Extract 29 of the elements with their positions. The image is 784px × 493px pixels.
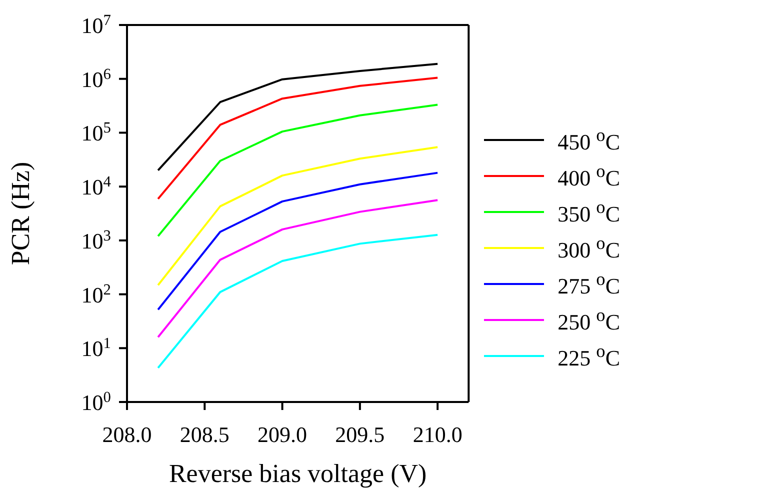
- legend-label: 400 $^{o}$C: [558, 160, 620, 192]
- y-tick-label: 10$^{2}$: [81, 280, 111, 308]
- x-tick-label: 210.0: [412, 422, 462, 447]
- y-tick-label: 10$^{4}$: [81, 173, 112, 200]
- y-tick-label: 10$^{6}$: [81, 65, 112, 92]
- y-axis-title: PCR (Hz): [6, 162, 36, 266]
- x-tick-label: 209.5: [335, 422, 385, 447]
- legend-label: 350 $^{o}$C: [558, 196, 620, 228]
- y-tick-label: 10$^{3}$: [81, 226, 112, 254]
- x-tick-label: 208.5: [180, 422, 230, 447]
- legend-label: 225 $^{o}$C: [558, 340, 620, 372]
- line-series: [157, 76, 439, 200]
- y-tick-label: 10$^{0}$: [81, 388, 112, 415]
- y-tick-label: 10$^{1}$: [81, 334, 111, 362]
- x-tick-label: 208.0: [102, 422, 152, 447]
- line-series: [157, 62, 439, 172]
- line-series: [157, 172, 439, 311]
- y-tick-label: 10$^{7}$: [81, 12, 112, 38]
- legend-label: 275 $^{o}$C: [558, 268, 620, 300]
- line-series: [157, 234, 439, 369]
- y-tick-label: 10$^{5}$: [81, 119, 112, 146]
- line-series: [157, 146, 439, 286]
- x-tick-label: 209.0: [258, 422, 308, 447]
- legend-label: 300 $^{o}$C: [558, 232, 620, 264]
- legend-label: 450 $^{o}$C: [558, 124, 620, 156]
- line-series: [157, 104, 439, 238]
- legend-label: 250 $^{o}$C: [558, 304, 620, 336]
- line-series: [157, 199, 439, 338]
- x-axis-title: Reverse bias voltage (V): [168, 459, 427, 488]
